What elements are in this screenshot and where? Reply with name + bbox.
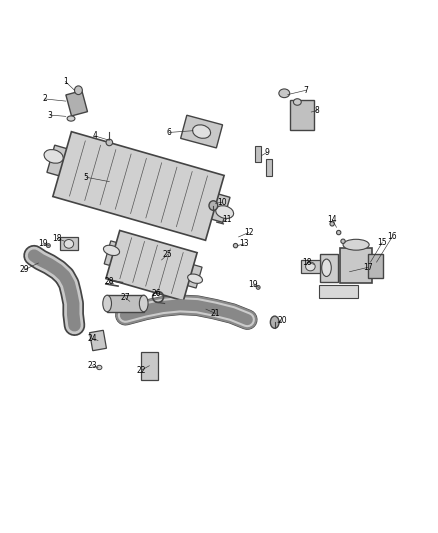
Ellipse shape [341, 239, 345, 244]
Polygon shape [60, 237, 78, 251]
Text: 19: 19 [248, 280, 258, 289]
Ellipse shape [215, 206, 233, 219]
Ellipse shape [193, 125, 211, 139]
Polygon shape [319, 285, 358, 298]
Ellipse shape [187, 274, 202, 284]
Polygon shape [255, 146, 261, 163]
Polygon shape [141, 352, 158, 380]
Polygon shape [104, 241, 127, 269]
Text: 24: 24 [87, 334, 97, 343]
Ellipse shape [139, 295, 148, 312]
Text: 13: 13 [240, 239, 249, 248]
Ellipse shape [103, 295, 112, 312]
Ellipse shape [209, 201, 218, 211]
Text: 3: 3 [48, 110, 53, 119]
Polygon shape [179, 262, 202, 288]
Polygon shape [66, 91, 88, 116]
Ellipse shape [330, 222, 334, 226]
Text: 27: 27 [120, 293, 130, 302]
Polygon shape [266, 159, 272, 175]
Ellipse shape [256, 286, 260, 289]
Text: 6: 6 [166, 128, 171, 137]
Polygon shape [340, 248, 372, 283]
Text: 8: 8 [314, 106, 319, 115]
Text: 18: 18 [53, 233, 62, 243]
Text: 5: 5 [84, 173, 88, 182]
Text: 1: 1 [63, 77, 68, 86]
Text: 17: 17 [363, 263, 373, 272]
Ellipse shape [279, 89, 290, 98]
Polygon shape [107, 295, 144, 312]
Text: 25: 25 [163, 250, 173, 259]
Ellipse shape [64, 239, 74, 248]
Polygon shape [202, 191, 230, 222]
Polygon shape [180, 115, 223, 148]
Text: 9: 9 [265, 148, 269, 157]
Ellipse shape [322, 259, 331, 277]
Ellipse shape [233, 244, 238, 248]
Text: 16: 16 [387, 232, 397, 241]
Polygon shape [301, 260, 320, 273]
Text: 7: 7 [304, 86, 308, 95]
Ellipse shape [67, 116, 75, 121]
Ellipse shape [343, 239, 369, 250]
Polygon shape [106, 230, 197, 301]
Text: 29: 29 [19, 265, 29, 274]
Polygon shape [47, 145, 78, 179]
Ellipse shape [336, 230, 341, 235]
Text: 23: 23 [87, 361, 97, 370]
Text: 18: 18 [302, 257, 312, 266]
Text: 15: 15 [378, 238, 387, 247]
Ellipse shape [306, 262, 315, 271]
Polygon shape [368, 254, 383, 278]
Ellipse shape [106, 139, 113, 146]
Ellipse shape [103, 245, 120, 255]
Polygon shape [321, 254, 338, 282]
Polygon shape [53, 132, 224, 240]
Text: 20: 20 [277, 317, 287, 326]
Text: 10: 10 [218, 198, 227, 207]
Polygon shape [89, 330, 106, 351]
Ellipse shape [46, 244, 50, 247]
Text: 28: 28 [105, 277, 114, 286]
Ellipse shape [97, 365, 102, 370]
Text: 4: 4 [92, 132, 97, 140]
Text: 21: 21 [211, 309, 220, 318]
Ellipse shape [44, 150, 63, 163]
Ellipse shape [293, 99, 301, 105]
Text: 14: 14 [327, 215, 337, 224]
Ellipse shape [270, 316, 279, 328]
Text: 11: 11 [222, 215, 232, 224]
Text: 26: 26 [151, 289, 161, 298]
Polygon shape [290, 100, 314, 130]
Text: 2: 2 [42, 94, 47, 103]
Text: 12: 12 [244, 228, 253, 237]
Text: 19: 19 [38, 239, 48, 248]
Ellipse shape [74, 86, 82, 94]
Text: 22: 22 [137, 366, 146, 375]
